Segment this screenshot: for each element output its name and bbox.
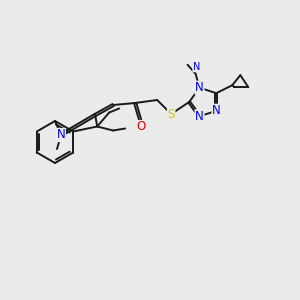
- Text: N: N: [57, 128, 65, 142]
- Text: S: S: [167, 107, 175, 121]
- Text: N: N: [193, 62, 200, 72]
- Text: N: N: [212, 104, 221, 117]
- Text: O: O: [136, 121, 146, 134]
- Text: N: N: [195, 110, 204, 123]
- Text: N: N: [195, 81, 204, 94]
